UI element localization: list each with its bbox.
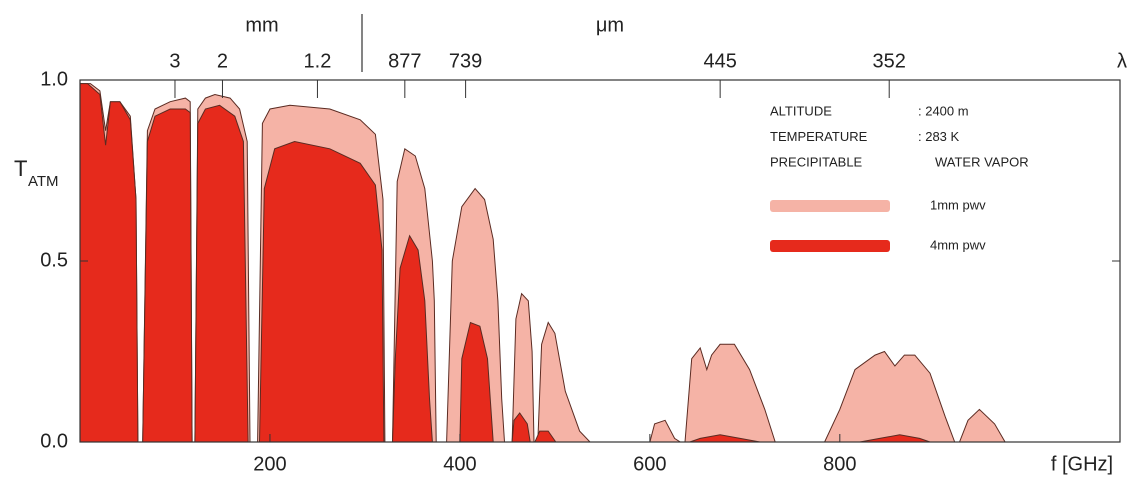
info-value: WATER VAPOR (935, 154, 1029, 169)
info-value: : 2400 m (918, 103, 969, 118)
y-tick-label: 0.5 (40, 249, 68, 271)
x2-tick-label: 877 (388, 50, 421, 72)
x2-label: λ (1117, 50, 1127, 72)
x2-unit: μm (596, 14, 624, 36)
area-series (79, 83, 1120, 443)
info-key: TEMPERATURE (770, 129, 868, 144)
info-key: PRECIPITABLE (770, 154, 863, 169)
x2-tick-label: 739 (449, 50, 482, 72)
x2-unit: mm (245, 14, 278, 36)
legend-label: 4mm pwv (930, 237, 986, 252)
y-label: T (14, 156, 27, 181)
x-tick-label: 400 (443, 453, 476, 475)
x2-tick-label: 1.2 (304, 50, 332, 72)
x-tick-label: 800 (823, 453, 856, 475)
plot-area (79, 83, 1120, 443)
x-label: f [GHz] (1051, 453, 1113, 475)
x2-tick-label: 3 (169, 50, 180, 72)
x2-tick-label: 445 (703, 50, 736, 72)
x-tick-label: 600 (633, 453, 666, 475)
legend-swatch (770, 240, 890, 252)
info-key: ALTITUDE (770, 103, 832, 118)
y-tick-label: 0.0 (40, 430, 68, 452)
info-value: : 283 K (918, 129, 960, 144)
x-tick-label: 200 (253, 453, 286, 475)
legend-swatch (770, 200, 890, 212)
y-label-sub: ATM (28, 173, 59, 190)
legend-label: 1mm pwv (930, 197, 986, 212)
x2-tick-label: 2 (217, 50, 228, 72)
y-tick-label: 1.0 (40, 68, 68, 90)
x2-tick-label: 352 (873, 50, 906, 72)
